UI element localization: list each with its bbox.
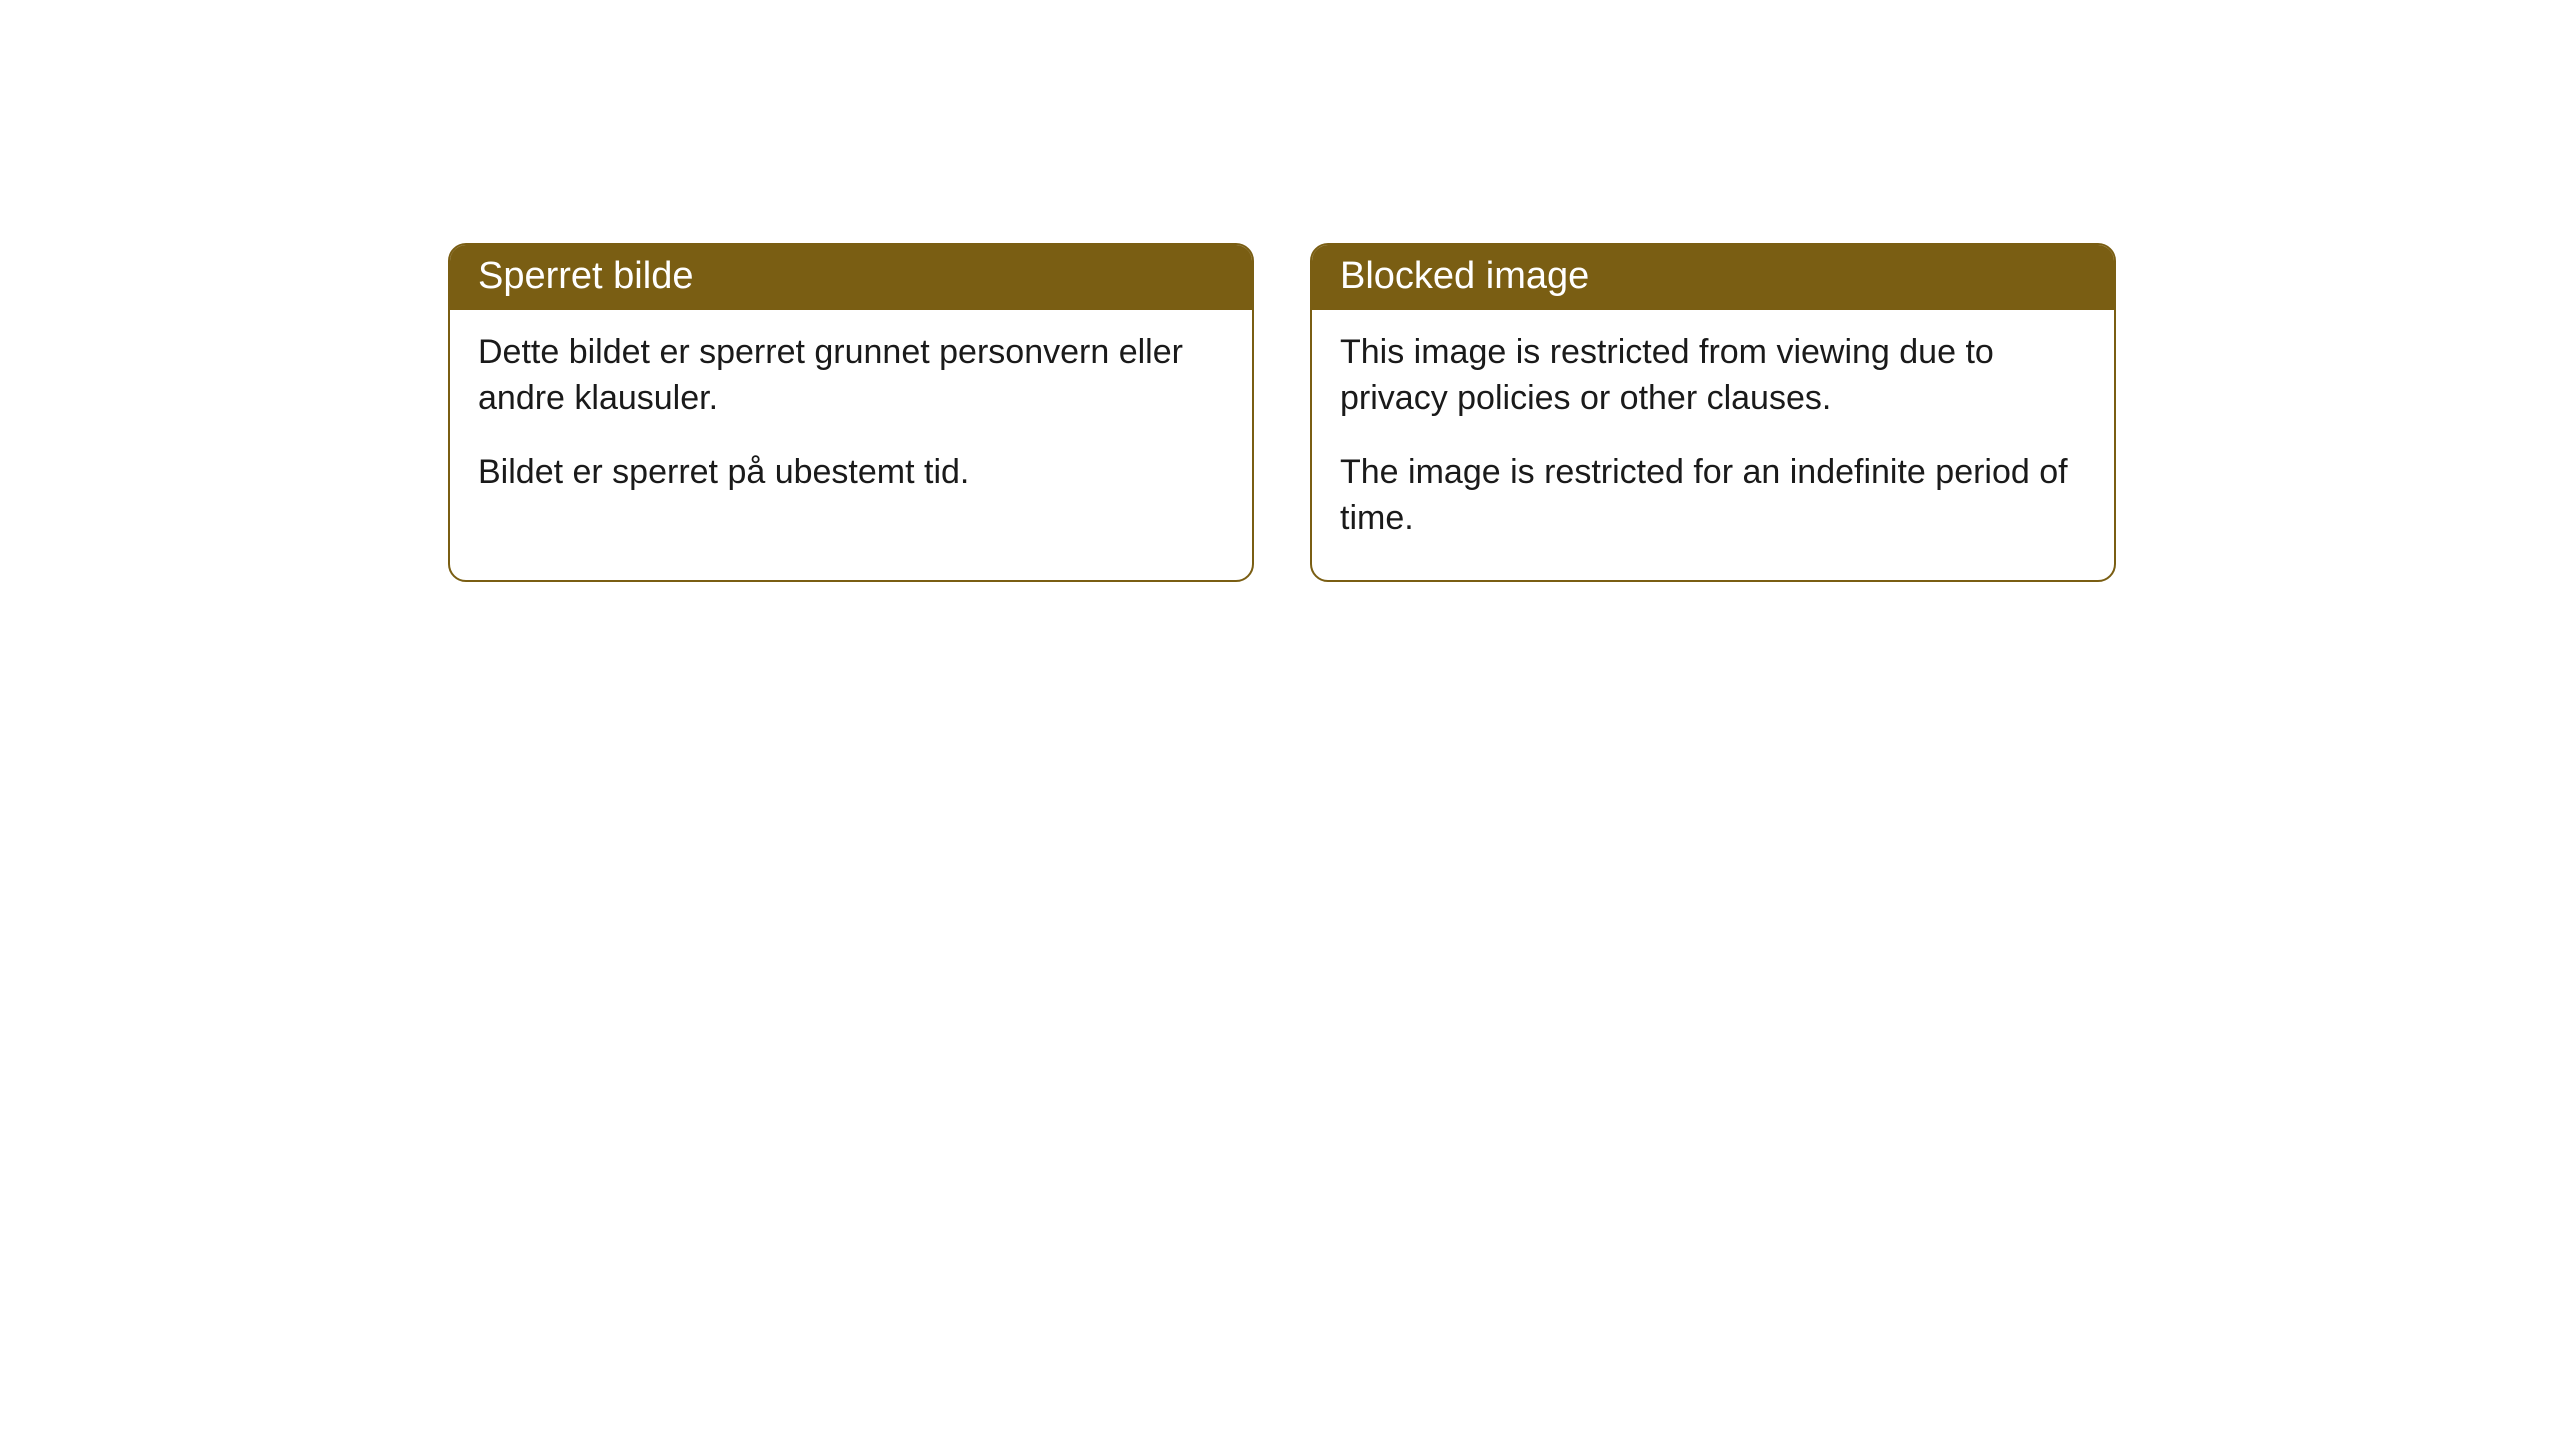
card-title-en: Blocked image: [1340, 255, 1589, 297]
card-title-no: Sperret bilde: [478, 255, 693, 297]
card-header-en: Blocked image: [1312, 245, 2114, 310]
blocked-image-card-en: Blocked image This image is restricted f…: [1310, 243, 2116, 582]
card-paragraph-en-2: The image is restricted for an indefinit…: [1340, 450, 2086, 542]
card-body-en: This image is restricted from viewing du…: [1312, 310, 2114, 580]
card-paragraph-no-2: Bildet er sperret på ubestemt tid.: [478, 450, 1224, 496]
card-body-no: Dette bildet er sperret grunnet personve…: [450, 310, 1252, 534]
card-header-no: Sperret bilde: [450, 245, 1252, 310]
blocked-image-card-no: Sperret bilde Dette bildet er sperret gr…: [448, 243, 1254, 582]
card-paragraph-en-1: This image is restricted from viewing du…: [1340, 330, 2086, 422]
card-paragraph-no-1: Dette bildet er sperret grunnet personve…: [478, 330, 1224, 422]
cards-container: Sperret bilde Dette bildet er sperret gr…: [448, 243, 2116, 582]
